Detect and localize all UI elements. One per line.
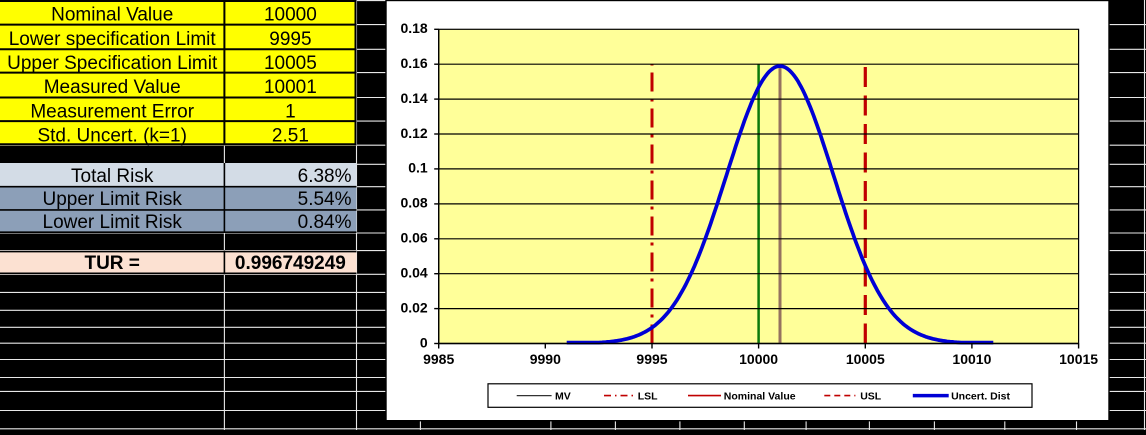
svg-text:Measured Value: Measured Value [44,77,181,98]
svg-text:Nominal Value: Nominal Value [51,5,173,26]
svg-text:0.14: 0.14 [400,90,427,106]
svg-text:10010: 10010 [952,351,991,367]
svg-text:Upper Specification Limit: Upper Specification Limit [7,53,218,74]
svg-text:Measurement Error: Measurement Error [30,102,194,123]
svg-text:10015: 10015 [1059,351,1098,367]
svg-text:9995: 9995 [636,351,667,367]
svg-text:Nominal Value: Nominal Value [724,391,796,403]
svg-text:9990: 9990 [530,351,561,367]
svg-text:10000: 10000 [264,5,317,26]
svg-text:Total Risk: Total Risk [71,166,154,187]
svg-text:Lower Limit Risk: Lower Limit Risk [43,212,183,233]
svg-text:MV: MV [555,391,571,403]
svg-text:0.04: 0.04 [400,265,427,281]
svg-text:0.84%: 0.84% [298,212,352,233]
svg-text:Lower specification Limit: Lower specification Limit [9,29,217,50]
svg-text:Uncert. Dist: Uncert. Dist [951,391,1010,403]
svg-text:10005: 10005 [264,53,317,74]
svg-text:0.18: 0.18 [400,20,427,36]
svg-text:10001: 10001 [264,77,317,98]
svg-text:10000: 10000 [739,351,778,367]
svg-text:2.51: 2.51 [272,125,309,146]
svg-text:5.54%: 5.54% [298,189,352,210]
svg-text:0.12: 0.12 [400,125,427,141]
svg-text:Upper Limit Risk: Upper Limit Risk [43,189,183,210]
svg-text:9995: 9995 [269,29,311,50]
svg-text:Std. Uncert. (k=1): Std. Uncert. (k=1) [37,125,186,146]
svg-text:0.06: 0.06 [400,230,427,246]
svg-text:10005: 10005 [846,351,885,367]
svg-text:0.1: 0.1 [408,160,428,176]
svg-text:TUR =: TUR = [84,253,139,274]
svg-text:9985: 9985 [423,351,454,367]
svg-text:USL: USL [860,391,882,403]
svg-text:0.02: 0.02 [400,299,427,315]
svg-text:0.16: 0.16 [400,55,427,71]
svg-text:0.08: 0.08 [400,195,427,211]
svg-text:6.38%: 6.38% [298,166,352,187]
svg-text:0.996749249: 0.996749249 [235,253,346,274]
svg-text:LSL: LSL [638,391,658,403]
svg-text:0: 0 [420,334,428,350]
svg-text:1: 1 [285,102,296,123]
